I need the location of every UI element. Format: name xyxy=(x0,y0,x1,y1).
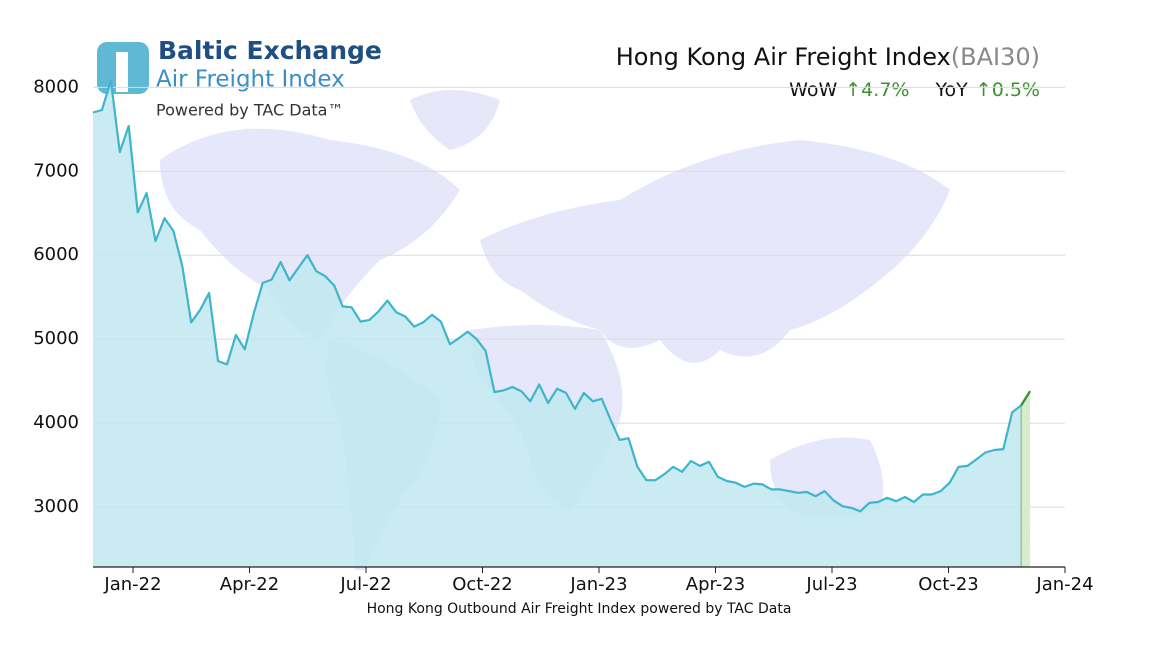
stat-change: ↑0.5% xyxy=(976,79,1040,101)
logo-tower xyxy=(116,52,128,92)
title-main: Hong Kong Air Freight Index xyxy=(616,43,951,71)
area xyxy=(93,80,1031,567)
y-tick-label: 7000 xyxy=(33,160,79,181)
title-suffix: (BAI30) xyxy=(951,43,1040,71)
x-tick-label: Jul-23 xyxy=(805,574,857,595)
stat-label: WoW xyxy=(789,79,837,101)
x-tick-label: Jan-22 xyxy=(103,574,161,595)
x-axis-label: Hong Kong Outbound Air Freight Index pow… xyxy=(367,601,792,617)
y-tick-label: 5000 xyxy=(33,328,79,349)
logo-name: Baltic Exchange xyxy=(158,36,382,65)
highlight-area xyxy=(1021,391,1031,567)
line xyxy=(92,79,1031,513)
y-tick-label: 3000 xyxy=(33,496,79,517)
highlight-line xyxy=(1020,390,1031,407)
x-tick-label: Jul-22 xyxy=(339,574,391,595)
stat-change: ↑4.7% xyxy=(845,79,909,101)
x-tick-label: Oct-22 xyxy=(452,574,513,595)
x-tick-label: Oct-23 xyxy=(918,574,979,595)
chart-title: Hong Kong Air Freight Index(BAI30) xyxy=(616,43,1040,71)
x-tick-label: Jan-24 xyxy=(1035,574,1093,595)
logo-tagline: Powered by TAC Data™ xyxy=(156,101,343,120)
logo-product: Air Freight Index xyxy=(156,67,345,93)
x-tick-label: Apr-22 xyxy=(220,574,279,595)
y-tick-label: 6000 xyxy=(33,244,79,265)
y-tick-label: 8000 xyxy=(33,76,79,97)
stat-label: YoY xyxy=(934,79,968,101)
y-tick-label: 4000 xyxy=(33,412,79,433)
x-tick-label: Jan-23 xyxy=(569,574,627,595)
stats: WoW ↑4.7% YoY ↑0.5% xyxy=(789,79,1040,101)
logo: Baltic Exchange Air Freight Index Powere… xyxy=(97,36,382,120)
x-tick-label: Apr-23 xyxy=(686,574,745,595)
